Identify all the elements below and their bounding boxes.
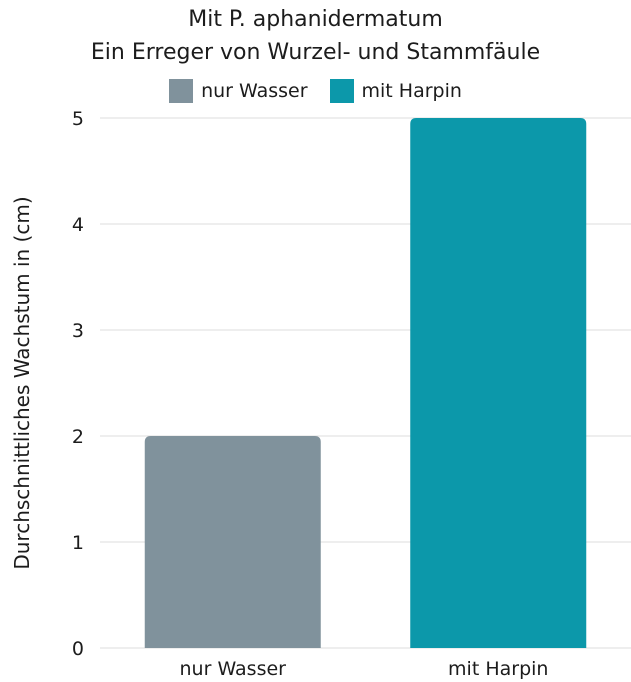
bar-nur-wasser <box>144 436 321 648</box>
y-tick-label: 2 <box>72 426 84 448</box>
legend-item-mit-harpin: mit Harpin <box>329 78 462 104</box>
legend-item-nur-wasser: nur Wasser <box>169 78 308 104</box>
chart-subtitle: Ein Erreger von Wurzel- und Stammfäule <box>90 40 541 65</box>
y-tick-label: 1 <box>72 532 84 554</box>
y-tick-label: 3 <box>72 320 84 342</box>
chart-title: Mit P. aphanidermatum <box>188 7 443 32</box>
x-tick-label: nur Wasser <box>180 658 287 680</box>
y-tick-label: 5 <box>72 108 84 130</box>
y-tick-label: 0 <box>72 638 84 660</box>
bar-mit-harpin <box>410 118 587 648</box>
legend-swatch-mit-harpin <box>329 79 354 103</box>
legend-label-mit-harpin: mit Harpin <box>361 80 462 102</box>
legend-swatch-nur-wasser <box>169 79 194 103</box>
legend: nur Wasser mit Harpin <box>0 78 631 104</box>
x-tick-label: mit Harpin <box>448 658 548 680</box>
legend-label-nur-wasser: nur Wasser <box>201 80 308 102</box>
y-tick-label: 4 <box>72 214 84 236</box>
